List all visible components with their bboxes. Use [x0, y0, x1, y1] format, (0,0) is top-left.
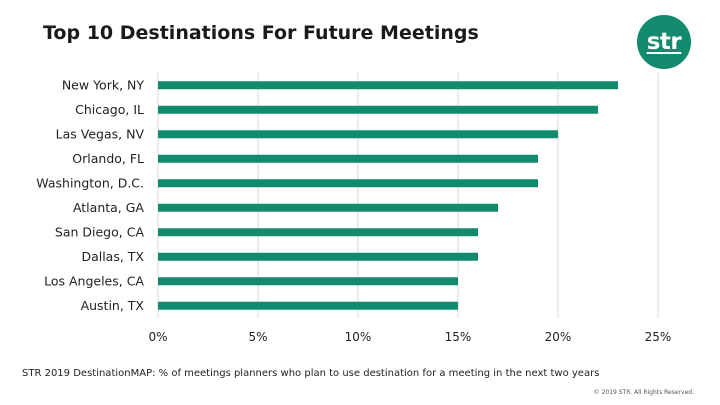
str-logo: str: [637, 15, 691, 69]
bar: [158, 203, 498, 212]
x-tick-label: 5%: [248, 330, 267, 344]
bar-chart: 0% 5% 10% 15% 20% 25% New York, NY Chicago, IL L…: [36, 73, 672, 344]
category-label: Atlanta, GA: [73, 200, 144, 215]
bar: [158, 154, 538, 163]
bar: [158, 252, 478, 261]
bar: [158, 81, 618, 90]
x-tick-label: 20%: [545, 330, 572, 344]
category-label: Dallas, TX: [81, 249, 144, 264]
category-label: New York, NY: [62, 77, 145, 92]
category-label: Los Angeles, CA: [44, 273, 144, 288]
category-label: Washington, D.C.: [36, 175, 144, 190]
category-label: Orlando, FL: [72, 151, 144, 166]
category-label: San Diego, CA: [55, 224, 145, 239]
category-label: Las Vegas, NV: [56, 126, 145, 141]
bar: [158, 130, 558, 139]
category-label: Austin, TX: [81, 298, 145, 313]
bar: [158, 277, 458, 286]
bar: [158, 228, 478, 237]
x-tick-label: 25%: [645, 330, 672, 344]
source-note: STR 2019 DestinationMAP: % of meetings p…: [22, 368, 600, 379]
chart-title: Top 10 Destinations For Future Meetings: [43, 22, 479, 44]
x-tick-label: 15%: [445, 330, 472, 344]
bar: [158, 105, 598, 114]
copyright-notice: © 2019 STR. All Rights Reserved.: [593, 389, 694, 396]
x-tick-label: 10%: [345, 330, 372, 344]
bar: [158, 179, 538, 188]
bar: [158, 301, 458, 310]
x-tick-label: 0%: [148, 330, 167, 344]
str-logo-text: str: [646, 29, 682, 55]
category-label: Chicago, IL: [75, 102, 144, 117]
